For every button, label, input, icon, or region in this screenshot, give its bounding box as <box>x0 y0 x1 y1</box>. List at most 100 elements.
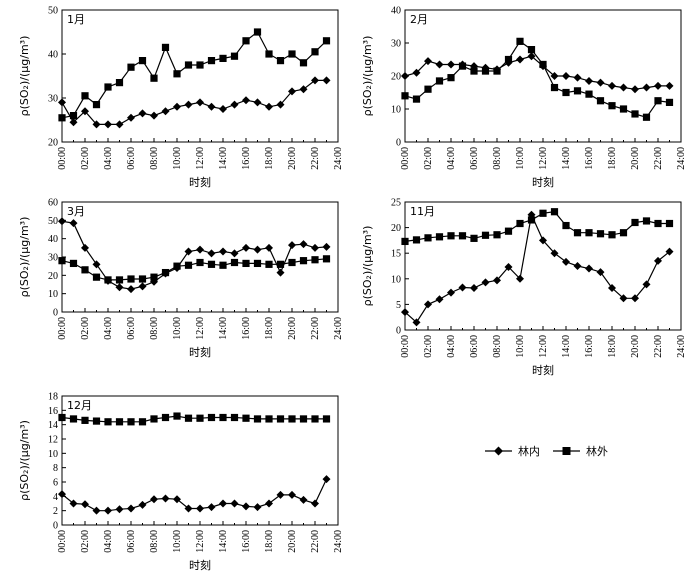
data-point-outside <box>435 233 444 241</box>
x-tick-label: 14:00 <box>218 317 229 340</box>
y-tick-label: 12 <box>48 435 58 446</box>
x-tick-label: 00:00 <box>400 335 411 358</box>
x-tick-label: 14:00 <box>561 335 572 358</box>
data-point-outside <box>562 88 570 97</box>
data-point-inside <box>619 83 628 92</box>
data-point-outside <box>69 259 78 268</box>
data-point-inside <box>58 490 66 499</box>
series-line-outside <box>61 258 327 281</box>
data-point-inside <box>288 490 296 499</box>
data-point-inside <box>265 243 273 252</box>
data-point-inside <box>608 81 616 90</box>
data-point-outside <box>516 219 524 228</box>
data-point-outside <box>207 260 216 268</box>
data-point-inside <box>138 109 147 118</box>
data-point-outside <box>253 259 262 268</box>
data-point-inside <box>219 105 227 113</box>
data-point-outside <box>219 54 227 62</box>
data-point-inside <box>481 278 490 287</box>
data-point-outside <box>311 256 319 264</box>
data-point-inside <box>665 81 674 90</box>
data-point-inside <box>69 219 78 228</box>
data-point-inside <box>299 240 308 249</box>
x-tick-label: 04:00 <box>446 335 457 358</box>
data-point-outside <box>608 102 616 110</box>
plot-frame <box>404 9 682 143</box>
data-point-outside <box>265 415 273 423</box>
data-point-outside <box>173 262 181 270</box>
data-point-outside <box>412 236 421 244</box>
data-point-outside <box>138 275 147 283</box>
data-point-inside <box>619 294 628 303</box>
data-point-outside <box>230 258 239 267</box>
data-point-outside <box>311 415 319 423</box>
y-tick-label: 50 <box>48 216 58 227</box>
data-point-outside <box>322 255 331 263</box>
series-line-outside <box>404 40 670 118</box>
data-point-inside <box>288 241 296 250</box>
y-tick-label: 15 <box>391 249 401 260</box>
x-tick-label: 04:00 <box>103 530 114 553</box>
data-point-outside <box>161 413 170 422</box>
data-point-outside <box>596 230 605 238</box>
data-point-outside <box>81 416 89 424</box>
x-tick-label: 20:00 <box>630 147 641 170</box>
data-point-outside <box>596 97 605 105</box>
data-point-outside <box>242 414 250 422</box>
data-point-inside <box>424 300 432 309</box>
x-tick-label: 10:00 <box>172 317 183 340</box>
data-point-inside <box>207 102 216 111</box>
y-tick-label: 10 <box>391 274 401 285</box>
y-tick-label: 0 <box>53 308 58 319</box>
x-tick-label: 18:00 <box>607 147 618 170</box>
month-label: 12月 <box>67 399 92 412</box>
data-point-outside <box>276 415 285 423</box>
plot-frame <box>404 201 682 331</box>
y-tick-label: 16 <box>48 406 58 417</box>
data-point-outside <box>230 413 239 422</box>
data-point-outside <box>196 61 204 69</box>
data-point-inside <box>562 72 570 80</box>
data-point-outside <box>642 217 651 225</box>
x-tick-label: 14:00 <box>561 147 572 170</box>
x-tick-label: 12:00 <box>195 530 206 553</box>
data-point-outside <box>115 276 124 284</box>
y-tick-label: 0 <box>396 138 401 149</box>
x-tick-label: 12:00 <box>195 317 206 340</box>
data-point-inside <box>69 118 78 127</box>
data-point-inside <box>424 57 432 66</box>
x-tick-label: 12:00 <box>195 147 206 170</box>
data-point-inside <box>207 503 216 512</box>
data-point-inside <box>562 257 570 266</box>
x-tick-label: 16:00 <box>584 335 595 358</box>
panel-5: 12月 0 2 4 6 8 10 12 14 16 18 00:00 02:00 04:00 06:00 08… <box>18 392 344 573</box>
data-point-inside <box>435 60 444 69</box>
data-point-outside <box>150 273 158 281</box>
data-point-inside <box>115 120 124 129</box>
data-point-inside <box>642 83 651 92</box>
x-tick-label: 08:00 <box>492 335 503 358</box>
data-point-outside <box>573 87 582 95</box>
series-line-inside <box>404 55 670 90</box>
data-point-inside <box>585 264 593 273</box>
data-point-inside <box>242 243 250 252</box>
x-tick-label: 24:00 <box>333 147 344 170</box>
x-axis-title: 时刻 <box>189 345 211 359</box>
data-point-outside <box>92 101 101 109</box>
data-point-inside <box>665 247 674 256</box>
x-tick-label: 12:00 <box>538 147 549 170</box>
y-axis-title: ρ(SO₂)/(μg/m³) <box>18 420 31 501</box>
data-point-outside <box>58 257 66 265</box>
data-point-outside <box>585 229 593 237</box>
data-point-outside <box>288 50 296 58</box>
x-tick-label: 24:00 <box>676 147 687 170</box>
data-point-inside <box>173 102 181 111</box>
data-point-outside <box>150 415 158 423</box>
data-point-inside <box>276 100 285 109</box>
data-point-outside <box>665 219 674 228</box>
data-point-outside <box>412 95 421 103</box>
series-line-inside <box>61 79 327 125</box>
data-point-inside <box>127 285 135 294</box>
panel-1: 1月 20 30 40 50 00:00 02:00 04:00 06:00 08:00 10:00… <box>18 6 344 190</box>
data-point-outside <box>322 415 331 423</box>
